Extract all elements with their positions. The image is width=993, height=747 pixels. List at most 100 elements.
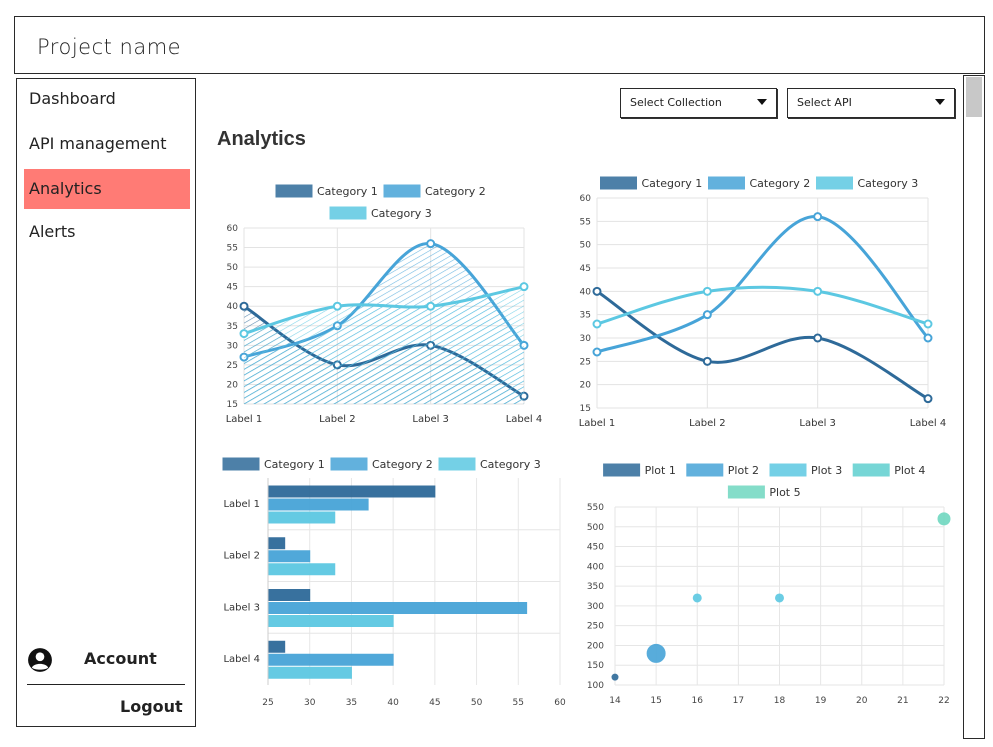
legend-swatch [769,463,807,477]
bar [267,485,436,498]
bar [267,563,336,576]
legend-swatch [708,176,745,190]
legend-swatch [603,463,641,477]
data-point [702,310,712,320]
data-point [592,319,602,329]
line-chart: Category 1 Category 2 Category 3 15 20 25 30 35… [579,176,946,429]
sidebar-item-dashboard[interactable]: Dashboard [24,79,190,119]
y-tick-label: 250 [587,622,604,632]
data-point [592,347,602,357]
legend-label: Category 3 [480,458,541,471]
x-tick-label: 60 [554,698,566,708]
account-button[interactable]: Account [27,645,187,675]
x-tick-label: Label 3 [799,418,836,429]
series-line [596,215,930,354]
y-tick-label: 15 [227,400,238,410]
x-tick-label: Label 1 [579,418,616,429]
sidebar-item-label: Analytics [29,179,102,198]
scatter-point [775,593,784,603]
scatter-point [692,593,702,603]
x-tick-label: 45 [429,698,440,708]
x-tick-label: 30 [304,698,316,708]
x-tick-label: 22 [938,696,949,706]
x-tick-label: 55 [513,698,524,708]
sidebar-item-alerts[interactable]: Alerts [24,212,190,252]
y-tick-label: Label 2 [223,551,260,562]
page-title: Analytics [217,128,306,150]
y-tick-label: 15 [580,404,591,414]
y-tick-label: 500 [587,523,604,533]
y-tick-label: 35 [227,322,238,332]
y-tick-label: 30 [580,334,592,344]
x-tick-label: 25 [262,698,273,708]
legend-swatch [852,463,890,477]
legend-swatch [727,485,765,499]
y-tick-label: 60 [580,194,592,204]
data-point [702,286,712,296]
y-tick-label: 55 [227,244,238,254]
legend-label: Category 3 [858,177,919,190]
chevron-down-icon [757,99,767,105]
y-tick-label: 150 [587,661,604,671]
y-tick-label: 25 [580,357,591,367]
series-line [243,285,525,336]
legend-label: Category 3 [371,207,432,220]
account-label: Account [84,649,157,668]
select-api-dropdown[interactable]: Select API [787,88,955,118]
x-tick-label: 16 [692,696,704,706]
vertical-scrollbar[interactable] [963,75,985,739]
sidebar-item-label: Alerts [29,222,76,241]
x-tick-label: 19 [815,696,827,706]
y-tick-label: 20 [227,380,239,390]
legend-swatch [686,463,724,477]
data-point [239,301,249,311]
y-tick-label: 40 [580,287,592,297]
scrollbar-thumb[interactable] [966,77,982,117]
y-tick-label: 200 [587,641,604,651]
y-tick-label: 300 [587,602,604,612]
sidebar-item-api-management[interactable]: API management [24,124,190,164]
x-tick-label: Label 2 [689,418,726,429]
y-tick-label: Label 3 [223,602,260,613]
x-tick-label: Label 1 [226,414,263,425]
legend-swatch [329,206,367,220]
data-point [813,212,823,222]
select-collection-label: Select Collection [630,96,722,109]
sidebar-item-analytics[interactable]: Analytics [24,169,190,209]
select-api-label: Select API [797,96,852,109]
sidebar: Dashboard API management Analytics Alert… [16,78,196,727]
data-point [702,356,712,366]
legend-label: Category 1 [317,185,378,198]
legend-label: Category 1 [642,177,703,190]
legend-label: Plot 3 [811,464,842,477]
select-collection-dropdown[interactable]: Select Collection [620,88,777,118]
y-tick-label: 55 [580,217,591,227]
y-tick-label: 40 [227,302,239,312]
y-tick-label: 400 [587,562,604,572]
y-tick-label: 25 [227,361,238,371]
y-tick-label: 20 [580,381,592,391]
scatter-point [937,512,951,526]
data-point [923,319,933,329]
bar [267,589,311,601]
bar [267,602,528,614]
y-tick-label: 450 [587,543,604,553]
x-tick-label: 18 [774,696,786,706]
bar [267,615,394,627]
chevron-down-icon [935,99,945,105]
bar-chart: Category 1 Category 2 Category 3 25 30 35 40 45… [222,457,566,708]
data-point [813,286,823,296]
legend-label: Plot 4 [894,464,925,477]
scatter-point [646,643,666,663]
y-tick-label: 35 [580,311,591,321]
bar [267,550,311,563]
app-header: Project name [14,16,985,74]
y-tick-label: 50 [227,263,239,273]
legend-swatch [275,184,313,198]
legend-swatch [383,184,421,198]
bar [267,666,352,679]
x-tick-label: Label 3 [412,414,449,425]
area-chart: Category 1 Category 2 Category 3 15 20 25 30 35… [226,184,542,425]
data-point [426,239,436,249]
logout-button[interactable]: Logout [120,697,183,716]
